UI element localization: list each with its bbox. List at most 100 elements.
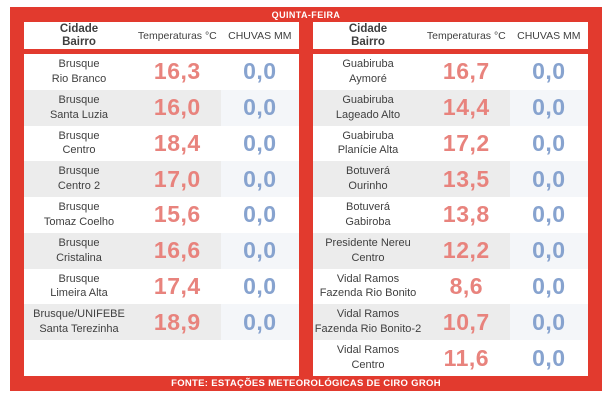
temperature-value: 12,2 bbox=[423, 232, 510, 269]
bairro-name: Limeira Alta bbox=[50, 287, 108, 300]
temperature-value: 16,0 bbox=[134, 89, 221, 126]
weather-report-frame: QUINTA-FEIRA Cidade Bairro Temperaturas … bbox=[10, 7, 602, 391]
column-header-temperature: Temperaturas °C bbox=[137, 29, 217, 42]
city-name: Vidal Ramos bbox=[336, 344, 400, 357]
bairro-name: Lageado Alto bbox=[335, 108, 401, 121]
table-row: Vidal Ramos Centro 11,6 0,0 bbox=[313, 340, 588, 376]
column-header-location-line1: Cidade bbox=[59, 22, 99, 35]
table-row: Vidal Ramos Fazenda Rio Bonito 8,6 0,0 bbox=[313, 269, 588, 305]
temperature-value: 17,2 bbox=[442, 129, 490, 156]
table-left: Cidade Bairro Temperaturas °C CHUVAS MM … bbox=[24, 22, 299, 376]
column-header-location-line2: Bairro bbox=[62, 35, 96, 48]
bairro-name: Ourinho bbox=[348, 180, 388, 193]
rain-value: 0,0 bbox=[532, 344, 566, 371]
table-row: Brusque Santa Luzia 16,0 0,0 bbox=[24, 89, 299, 126]
city-name: Brusque/UNIFEBE bbox=[33, 308, 125, 321]
table-row: Guabiruba Lageado Alto 14,4 0,0 bbox=[313, 89, 588, 126]
table-row: Guabiruba Aymoré 16,7 0,0 bbox=[313, 54, 588, 90]
column-header-location: Cidade Bairro bbox=[24, 22, 134, 49]
temperature-value: 13,8 bbox=[442, 201, 490, 228]
rain-value: 0,0 bbox=[220, 304, 299, 341]
location-cell: Brusque Centro bbox=[24, 126, 134, 162]
source-footer-label: FONTE: ESTAÇÕES METEOROLÓGICAS DE CIRO G… bbox=[171, 378, 441, 389]
column-header-location: Cidade Bairro bbox=[313, 22, 423, 49]
rain-value: 0,0 bbox=[532, 201, 566, 228]
temperature-value: 11,6 bbox=[443, 344, 490, 371]
bairro-name: Cristalina bbox=[56, 251, 102, 264]
bairro-name: Tomaz Coelho bbox=[43, 215, 115, 228]
table-right-header: Cidade Bairro Temperaturas °C CHUVAS MM bbox=[313, 22, 588, 54]
column-header-location-line1: Cidade bbox=[348, 22, 388, 35]
day-banner: QUINTA-FEIRA bbox=[24, 7, 588, 22]
temperature-value: 16,3 bbox=[153, 58, 201, 85]
rain-value: 0,0 bbox=[509, 304, 588, 341]
temperature-value: 16,6 bbox=[134, 232, 221, 269]
temperature-value: 17,4 bbox=[153, 272, 201, 299]
temperature-value: 10,7 bbox=[423, 304, 510, 341]
city-name: Brusque bbox=[58, 236, 100, 249]
bairro-name: Santa Luzia bbox=[49, 108, 109, 121]
bairro-name: Gabiroba bbox=[345, 215, 391, 228]
temperature-value: 8,6 bbox=[449, 272, 484, 299]
location-cell: Brusque Tomaz Coelho bbox=[24, 197, 134, 233]
city-name: Brusque bbox=[58, 201, 100, 214]
rain-value: 0,0 bbox=[532, 272, 566, 299]
bairro-name: Centro bbox=[62, 144, 96, 157]
location-cell: Presidente Nereu Centro bbox=[313, 232, 423, 269]
city-name: Presidente Nereu bbox=[325, 236, 411, 249]
column-header-location-line2: Bairro bbox=[351, 35, 385, 48]
location-cell: Vidal Ramos Fazenda Rio Bonito bbox=[313, 269, 423, 305]
location-cell: Brusque Cristalina bbox=[24, 232, 134, 269]
table-row: Presidente Nereu Centro 12,2 0,0 bbox=[313, 232, 588, 269]
table-row: Guabiruba Planície Alta 17,2 0,0 bbox=[313, 126, 588, 162]
bairro-name: Planície Alta bbox=[337, 144, 399, 157]
city-name: Botuverá bbox=[345, 165, 391, 178]
rain-value: 0,0 bbox=[220, 89, 299, 126]
temperature-value: 18,9 bbox=[134, 304, 221, 341]
rain-value: 0,0 bbox=[509, 89, 588, 126]
rain-value: 0,0 bbox=[509, 232, 588, 269]
temperature-value: 17,0 bbox=[134, 161, 221, 198]
temperature-value: 14,4 bbox=[423, 89, 510, 126]
table-row: Brusque/UNIFEBE Santa Terezinha 18,9 0,0 bbox=[24, 304, 299, 341]
column-header-rain: CHUVAS MM bbox=[228, 29, 292, 42]
bairro-name: Santa Terezinha bbox=[39, 323, 119, 336]
location-cell: Brusque Rio Branco bbox=[24, 54, 134, 90]
table-row: Botuverá Ourinho 13,5 0,0 bbox=[313, 161, 588, 198]
bairro-name: Aymoré bbox=[349, 72, 387, 85]
temperature-value: 13,5 bbox=[423, 161, 510, 198]
location-cell: Brusque Centro 2 bbox=[24, 161, 134, 198]
city-name: Guabiruba bbox=[342, 93, 394, 106]
table-left-header: Cidade Bairro Temperaturas °C CHUVAS MM bbox=[24, 22, 299, 54]
location-cell: Vidal Ramos Centro bbox=[313, 340, 423, 376]
location-cell: Botuverá Gabiroba bbox=[313, 197, 423, 233]
temperature-value: 16,7 bbox=[442, 58, 490, 85]
city-name: Guabiruba bbox=[342, 58, 394, 71]
city-name: Brusque bbox=[58, 272, 100, 285]
table-row: Brusque Centro 2 17,0 0,0 bbox=[24, 161, 299, 198]
location-cell: Brusque Santa Luzia bbox=[24, 89, 134, 126]
city-name: Brusque bbox=[58, 165, 100, 178]
location-cell: Guabiruba Aymoré bbox=[313, 54, 423, 90]
table-row: Botuverá Gabiroba 13,8 0,0 bbox=[313, 197, 588, 233]
city-name: Botuverá bbox=[345, 201, 391, 214]
table-left-rows: Brusque Rio Branco 16,3 0,0 Brusque Sant… bbox=[24, 54, 299, 376]
rain-value: 0,0 bbox=[243, 129, 277, 156]
rain-value: 0,0 bbox=[220, 161, 299, 198]
rain-value: 0,0 bbox=[243, 58, 277, 85]
city-name: Brusque bbox=[58, 129, 100, 142]
bairro-name: Centro 2 bbox=[57, 180, 101, 193]
column-header-rain: CHUVAS MM bbox=[517, 29, 581, 42]
temperature-value: 15,6 bbox=[153, 201, 201, 228]
bairro-name: Fazenda Rio Bonito-2 bbox=[314, 323, 422, 336]
location-cell: Vidal Ramos Fazenda Rio Bonito-2 bbox=[313, 304, 423, 341]
day-banner-label: QUINTA-FEIRA bbox=[271, 9, 341, 20]
location-cell: Guabiruba Planície Alta bbox=[313, 126, 423, 162]
table-row: Brusque Tomaz Coelho 15,6 0,0 bbox=[24, 197, 299, 233]
rain-value: 0,0 bbox=[532, 129, 566, 156]
city-name: Brusque bbox=[58, 93, 100, 106]
table-row: Vidal Ramos Fazenda Rio Bonito-2 10,7 0,… bbox=[313, 304, 588, 341]
city-name: Vidal Ramos bbox=[336, 308, 400, 321]
bairro-name: Centro bbox=[351, 359, 385, 371]
city-name: Brusque bbox=[58, 58, 100, 71]
